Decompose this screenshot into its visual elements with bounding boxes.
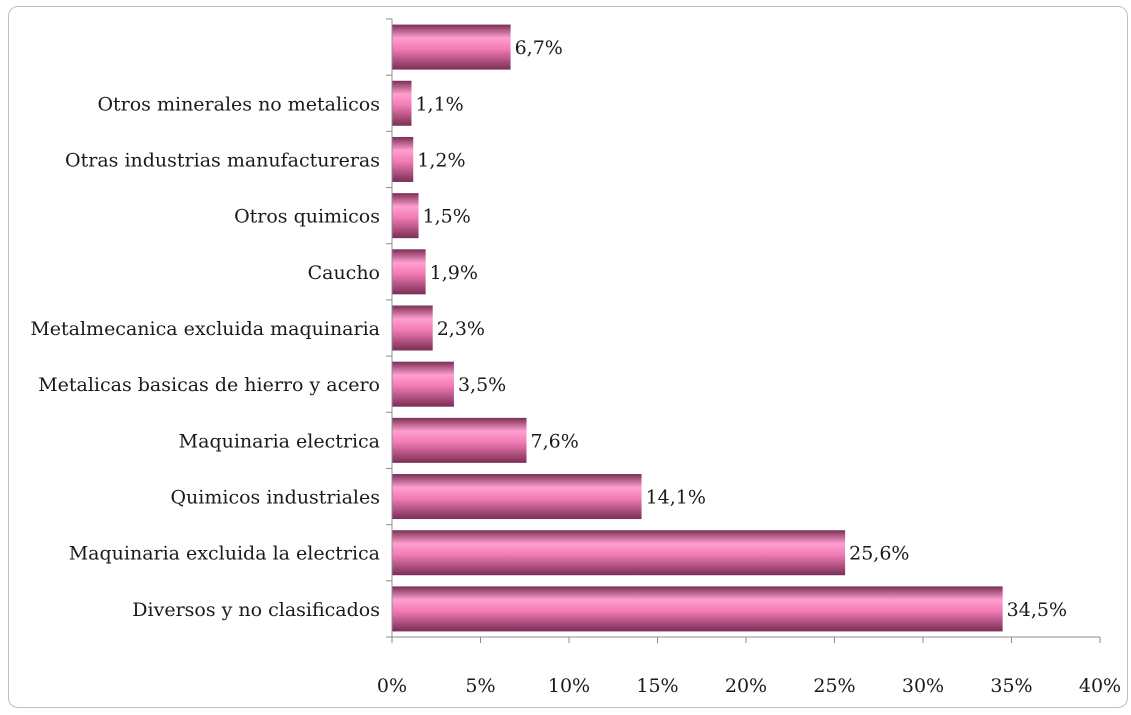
x-tick-label: 5% [465,675,495,697]
category-label: Otros minerales no metalicos [97,93,380,115]
x-tick-label: 10% [548,675,590,697]
bar [392,474,642,520]
x-tick-label: 25% [813,675,855,697]
data-label: 1,1% [415,93,463,115]
labels-group: 34,5% Diversos y no clasificados 25,6% Maqu… [30,37,1121,697]
data-label: 1,5% [423,206,471,228]
x-tick-label: 20% [725,675,767,697]
data-label: 34,5% [1007,599,1067,621]
x-tick-label: 35% [990,675,1032,697]
bar [392,361,454,407]
x-tick-label: 40% [1079,675,1121,697]
data-label: 25,6% [849,543,909,565]
category-label: Otros quimicos [234,206,380,228]
category-label: Maquinaria excluida la electrica [69,543,380,565]
x-tick-label: 15% [636,675,678,697]
bar [392,193,419,239]
bar [392,24,511,70]
category-label: Maquinaria electrica [179,430,380,452]
bar [392,136,414,182]
bar [392,80,412,126]
category-label: Quimicos industriales [170,487,380,509]
bar [392,417,527,463]
bar [392,586,1003,632]
data-label: 2,3% [437,318,485,340]
data-label: 14,1% [646,487,706,509]
data-label: 3,5% [458,374,506,396]
bar [392,305,433,351]
x-tick-label: 0% [377,675,407,697]
data-label: 1,9% [430,262,478,284]
data-label: 7,6% [531,430,579,452]
data-label: 6,7% [515,37,563,59]
bars-group [392,24,1003,632]
x-tick-label: 30% [902,675,944,697]
bar [392,249,426,295]
data-label: 1,2% [417,149,465,171]
category-label: Otras industrias manufactureras [65,149,380,171]
category-label: Diversos y no clasificados [132,599,380,621]
category-label: Caucho [308,262,380,284]
bar [392,530,846,576]
category-label: Metalmecanica excluida maquinaria [30,318,380,340]
category-label: Metalicas basicas de hierro y acero [38,374,380,396]
axis-group [386,18,1101,643]
